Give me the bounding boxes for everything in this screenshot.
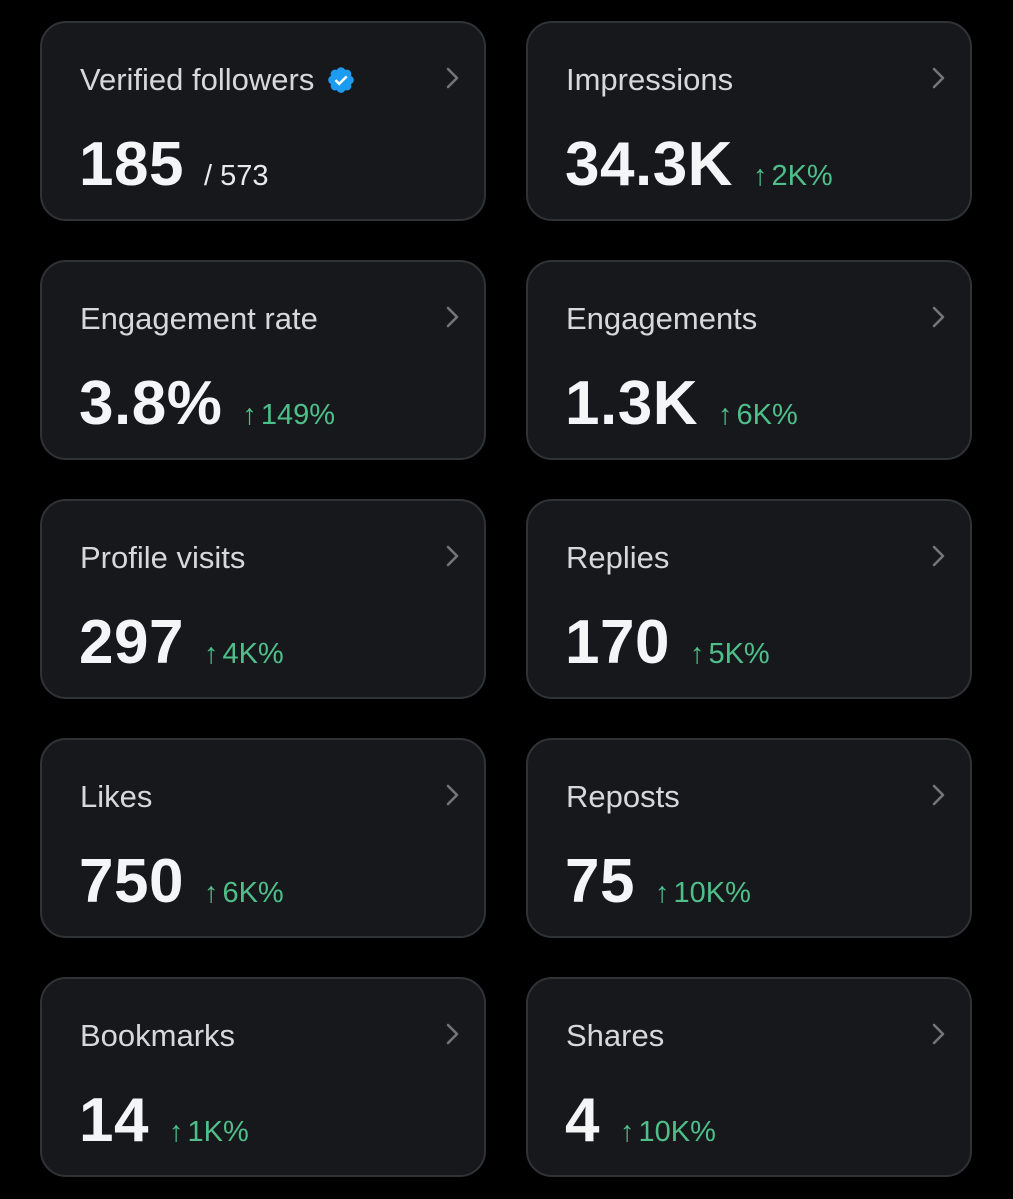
metric-change: ↑ 10K% bbox=[620, 1116, 716, 1149]
card-title: Bookmarks bbox=[80, 1017, 235, 1055]
metric-change-value: 2K% bbox=[771, 160, 833, 192]
metric-row: 34.3K ↑ 2K% bbox=[565, 127, 833, 203]
card-replies[interactable]: Replies 170 ↑ 5K% bbox=[526, 499, 972, 699]
chevron-right-icon bbox=[932, 545, 945, 567]
card-bookmarks[interactable]: Bookmarks 14 ↑ 1K% bbox=[40, 977, 486, 1177]
chevron-right-icon bbox=[446, 67, 459, 89]
arrow-up-icon: ↑ bbox=[242, 399, 257, 431]
metric-value: 170 bbox=[565, 608, 670, 677]
metric-total: / 573 bbox=[203, 160, 269, 192]
metric-row: 75 ↑ 10K% bbox=[565, 844, 751, 920]
metric-change: ↑ 149% bbox=[242, 399, 335, 432]
card-title: Engagement rate bbox=[80, 300, 318, 338]
arrow-up-icon: ↑ bbox=[203, 877, 219, 909]
metric-value: 750 bbox=[79, 847, 184, 916]
chevron-right-icon bbox=[932, 784, 945, 806]
card-profile-visits[interactable]: Profile visits 297 ↑ 4K% bbox=[40, 499, 486, 699]
card-likes[interactable]: Likes 750 ↑ 6K% bbox=[40, 738, 486, 938]
card-verified-followers[interactable]: Verified followers 185 / 573 bbox=[40, 21, 486, 221]
metric-change-value: 10K% bbox=[638, 1116, 716, 1148]
metric-change-value: 149% bbox=[260, 399, 335, 431]
arrow-up-icon: ↑ bbox=[654, 877, 670, 909]
metric-value: 14 bbox=[79, 1086, 149, 1155]
metric-change-value: 6K% bbox=[222, 877, 284, 909]
metric-value: 34.3K bbox=[565, 130, 733, 199]
arrow-up-icon: ↑ bbox=[752, 160, 768, 192]
metric-row: 4 ↑ 10K% bbox=[565, 1083, 716, 1159]
card-title: Reposts bbox=[566, 778, 680, 816]
card-title-label: Impressions bbox=[566, 62, 734, 97]
card-title-label: Replies bbox=[566, 540, 670, 575]
chevron-right-icon bbox=[932, 1023, 945, 1045]
chevron-right-icon bbox=[446, 1023, 459, 1045]
card-title-label: Engagement rate bbox=[80, 301, 318, 336]
chevron-right-icon bbox=[932, 306, 945, 328]
metric-change-value: 4K% bbox=[222, 638, 284, 670]
metric-row: 170 ↑ 5K% bbox=[565, 605, 770, 681]
metric-change-value: 10K% bbox=[673, 877, 751, 909]
metric-value: 4 bbox=[565, 1086, 600, 1155]
metric-change: ↑ 4K% bbox=[204, 638, 284, 671]
arrow-up-icon: ↑ bbox=[619, 1116, 635, 1148]
metric-change: ↑ 6K% bbox=[204, 877, 284, 910]
card-title: Likes bbox=[80, 778, 152, 816]
metric-row: 750 ↑ 6K% bbox=[79, 844, 284, 920]
metric-value: 297 bbox=[79, 608, 184, 677]
card-title-label: Verified followers bbox=[80, 62, 315, 97]
metric-change: ↑ 2K% bbox=[753, 160, 833, 193]
metric-value: 3.8% bbox=[79, 369, 223, 438]
chevron-right-icon bbox=[446, 545, 459, 567]
card-engagements[interactable]: Engagements 1.3K ↑ 6K% bbox=[526, 260, 972, 460]
card-title-label: Shares bbox=[566, 1018, 665, 1053]
card-title: Profile visits bbox=[80, 539, 245, 577]
card-shares[interactable]: Shares 4 ↑ 10K% bbox=[526, 977, 972, 1177]
metric-row: 3.8% ↑ 149% bbox=[79, 366, 335, 442]
metric-row: 14 ↑ 1K% bbox=[79, 1083, 249, 1159]
card-engagement-rate[interactable]: Engagement rate 3.8% ↑ 149% bbox=[40, 260, 486, 460]
card-title: Shares bbox=[566, 1017, 664, 1055]
chevron-right-icon bbox=[446, 306, 459, 328]
card-title: Impressions bbox=[566, 61, 733, 99]
arrow-up-icon: ↑ bbox=[203, 638, 219, 670]
metric-change: ↑ 10K% bbox=[655, 877, 751, 910]
card-impressions[interactable]: Impressions 34.3K ↑ 2K% bbox=[526, 21, 972, 221]
card-title-label: Reposts bbox=[566, 779, 680, 814]
verified-badge-icon bbox=[328, 67, 355, 93]
metric-value: 185 bbox=[79, 130, 184, 199]
metric-change-value: 6K% bbox=[736, 399, 798, 431]
card-title-label: Likes bbox=[80, 779, 153, 814]
metric-row: 297 ↑ 4K% bbox=[79, 605, 284, 681]
card-title-label: Bookmarks bbox=[80, 1018, 236, 1053]
metric-change-value: 1K% bbox=[187, 1116, 249, 1148]
metric-row: 1.3K ↑ 6K% bbox=[565, 366, 798, 442]
metric-value: 1.3K bbox=[565, 369, 698, 438]
metric-change: ↑ 1K% bbox=[169, 1116, 249, 1149]
metric-change: ↑ 5K% bbox=[690, 638, 770, 671]
card-title: Verified followers bbox=[80, 61, 356, 99]
chevron-right-icon bbox=[932, 67, 945, 89]
metric-change-value: 5K% bbox=[708, 638, 770, 670]
card-title: Replies bbox=[566, 539, 669, 577]
arrow-up-icon: ↑ bbox=[689, 638, 705, 670]
arrow-up-icon: ↑ bbox=[168, 1116, 184, 1148]
metric-row: 185 / 573 bbox=[79, 127, 268, 203]
card-title-label: Engagements bbox=[566, 301, 758, 336]
metric-value: 75 bbox=[565, 847, 635, 916]
card-title-label: Profile visits bbox=[80, 540, 246, 575]
metric-change: ↑ 6K% bbox=[718, 399, 798, 432]
card-reposts[interactable]: Reposts 75 ↑ 10K% bbox=[526, 738, 972, 938]
arrow-up-icon: ↑ bbox=[717, 399, 733, 431]
card-title: Engagements bbox=[566, 300, 757, 338]
chevron-right-icon bbox=[446, 784, 459, 806]
